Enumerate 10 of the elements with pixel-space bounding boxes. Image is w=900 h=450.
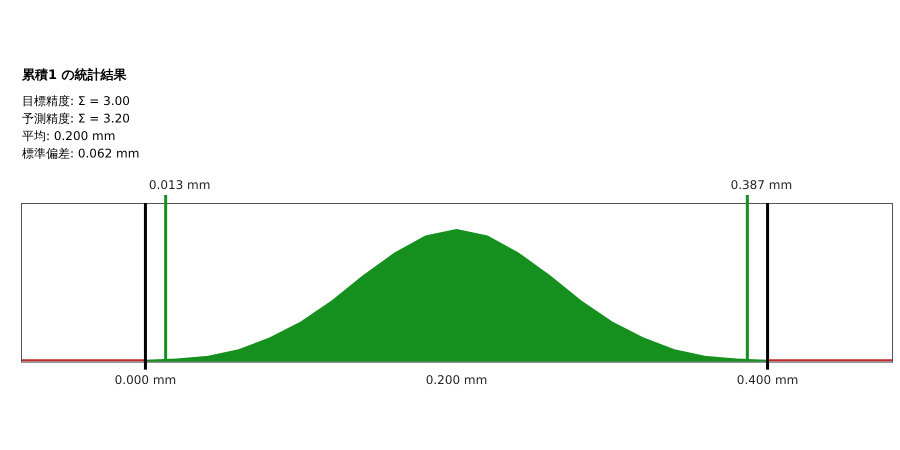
text: 予測精度: Σ = 3.20 <box>22 112 130 126</box>
chart-title: 累積1 の統計結果 <box>21 67 128 83</box>
ref-line-label: 0.013 mm <box>148 178 210 192</box>
text: 標準偏差: 0.062 mm <box>22 146 140 160</box>
ref-line-label: 0.387 mm <box>730 178 792 192</box>
x-tick-label: 0.200 mm <box>426 372 488 387</box>
x-tick-label: 0.400 mm <box>736 372 798 387</box>
text: 目標精度: Σ = 3.00 <box>22 94 130 108</box>
text: 平均: 0.200 mm <box>22 129 116 143</box>
x-tick-label: 0.000 mm <box>114 372 176 387</box>
